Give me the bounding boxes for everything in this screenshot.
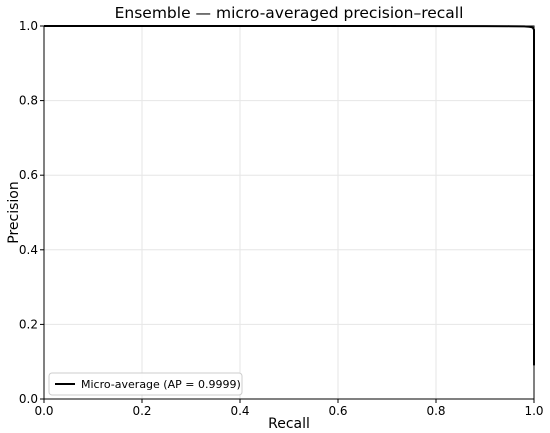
y-tick-label: 0.2 xyxy=(19,317,38,331)
legend-box xyxy=(48,372,243,396)
x-axis-ticks: 0.0 0.2 0.4 0.6 0.8 1.0 xyxy=(34,399,544,418)
y-axis-ticks: 0.0 0.2 0.4 0.6 0.8 1.0 xyxy=(19,19,44,406)
y-tick-label: 0.8 xyxy=(19,94,38,108)
y-tick-label: 0.6 xyxy=(19,168,38,182)
y-tick-label: 0.4 xyxy=(19,243,38,257)
x-tick-label: 0.0 xyxy=(34,404,53,418)
y-axis-title: Precision xyxy=(6,181,22,243)
x-tick-label: 1.0 xyxy=(524,404,543,418)
series-line xyxy=(44,25,535,366)
x-tick-label: 0.8 xyxy=(426,404,445,418)
x-tick-label: 0.4 xyxy=(230,404,249,418)
series-layer xyxy=(44,25,535,366)
x-tick-label: 0.2 xyxy=(132,404,151,418)
legend: Micro-average (AP = 0.9999) xyxy=(48,372,243,396)
y-tick-label: 0.0 xyxy=(19,392,38,406)
x-axis-title: Recall xyxy=(268,416,310,432)
chart-title: Ensemble — micro-averaged precision–reca… xyxy=(115,4,464,22)
legend-label: Micro-average (AP = 0.9999) xyxy=(81,378,241,391)
y-tick-label: 1.0 xyxy=(19,19,38,33)
x-tick-label: 0.6 xyxy=(328,404,347,418)
